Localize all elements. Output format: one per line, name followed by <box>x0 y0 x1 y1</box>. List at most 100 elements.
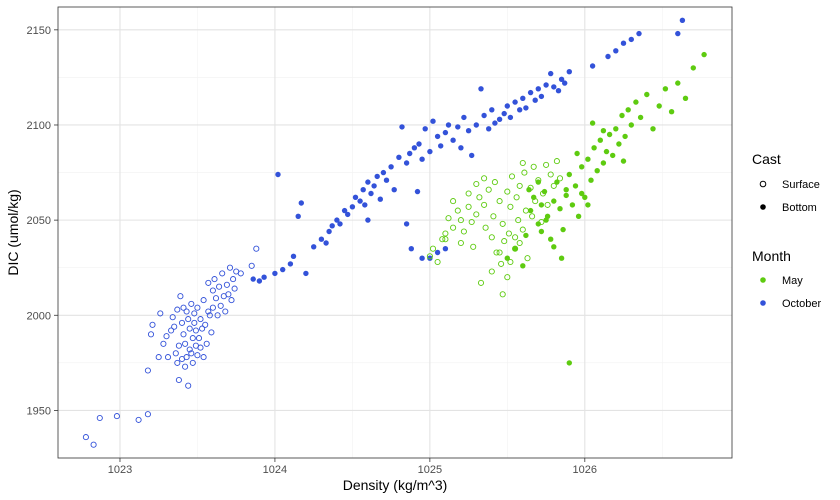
legend-key <box>759 180 767 188</box>
data-point-may-bottom <box>526 187 532 193</box>
data-point-october-surface <box>149 321 156 328</box>
data-point-october-bottom <box>329 223 335 229</box>
data-point-may-surface <box>496 249 503 256</box>
data-point-october-surface <box>180 331 187 338</box>
data-point-october-surface <box>157 310 164 317</box>
data-point-october-surface <box>177 293 184 300</box>
x-tick-label: 1025 <box>418 464 442 476</box>
legend-key <box>760 204 766 210</box>
data-point-october-bottom <box>298 200 304 206</box>
data-point-october-surface <box>175 342 182 349</box>
data-point-october-bottom <box>492 120 498 126</box>
data-point-may-surface <box>504 274 511 281</box>
data-point-may-bottom <box>682 95 689 102</box>
data-point-october-bottom <box>419 255 425 261</box>
data-point-october-surface <box>175 376 182 384</box>
data-point-october-bottom <box>558 76 565 83</box>
data-point-october-surface <box>199 325 206 332</box>
data-point-october-surface <box>180 304 187 311</box>
data-point-october-surface <box>188 300 195 307</box>
data-points <box>82 17 707 448</box>
data-point-october-bottom <box>374 173 380 180</box>
data-point-may-surface <box>426 253 433 260</box>
data-point-october-bottom <box>496 116 503 123</box>
data-point-october-bottom <box>391 187 397 193</box>
data-point-may-bottom <box>582 194 588 200</box>
data-point-may-surface <box>485 186 492 193</box>
data-point-october-surface <box>163 333 170 340</box>
y-tick-label: 1950 <box>27 405 51 417</box>
data-point-october-surface <box>185 382 192 389</box>
legend-label: Surface <box>782 179 820 191</box>
data-point-october-bottom <box>566 69 572 75</box>
data-point-may-surface <box>516 182 523 189</box>
data-point-may-bottom <box>558 255 565 261</box>
data-point-may-bottom <box>610 152 616 159</box>
data-point-october-bottom <box>434 133 441 140</box>
data-point-may-surface <box>465 190 472 197</box>
data-point-may-bottom <box>637 114 644 121</box>
data-point-october-surface <box>202 321 209 328</box>
data-point-october-bottom <box>473 122 479 128</box>
data-point-may-surface <box>445 215 452 222</box>
legend-title: Month <box>752 248 791 264</box>
data-point-october-bottom <box>507 114 514 121</box>
data-point-october-bottom <box>535 86 541 92</box>
data-point-october-surface <box>186 346 193 353</box>
legend-label: May <box>782 275 803 287</box>
data-point-may-surface <box>450 198 457 205</box>
data-point-may-surface <box>553 158 560 165</box>
data-point-october-bottom <box>458 145 464 151</box>
data-point-may-bottom <box>541 188 548 195</box>
data-point-may-bottom <box>668 109 675 115</box>
data-point-october-bottom <box>504 103 510 109</box>
data-point-october-surface <box>178 319 186 326</box>
data-point-may-bottom <box>523 232 529 239</box>
data-point-may-bottom <box>579 190 585 197</box>
data-point-october-surface <box>168 327 175 334</box>
data-point-october-surface <box>182 363 189 370</box>
data-point-october-surface <box>172 350 179 357</box>
data-point-may-surface <box>473 211 480 218</box>
data-point-may-bottom <box>566 360 572 366</box>
x-axis-title: Density (kg/m^3) <box>343 477 448 493</box>
data-point-october-bottom <box>295 213 301 219</box>
data-point-october-surface <box>182 340 189 347</box>
data-point-may-bottom <box>531 194 537 200</box>
data-point-may-bottom <box>622 133 628 140</box>
data-point-may-surface <box>519 159 526 167</box>
data-point-october-surface <box>194 304 201 311</box>
data-point-october-bottom <box>551 84 557 90</box>
data-point-may-bottom <box>563 187 569 193</box>
data-point-may-bottom <box>504 255 510 261</box>
data-point-may-bottom <box>650 126 656 132</box>
data-point-may-bottom <box>560 226 566 233</box>
data-point-may-surface <box>529 213 536 220</box>
data-point-may-surface <box>524 255 531 262</box>
data-point-may-surface <box>550 182 557 189</box>
data-point-may-bottom <box>569 202 576 208</box>
data-point-october-surface <box>219 270 226 277</box>
data-point-october-surface <box>216 283 223 290</box>
data-point-october-bottom <box>422 126 428 132</box>
data-point-october-surface <box>228 297 235 304</box>
data-point-may-surface <box>508 173 516 180</box>
data-point-may-bottom <box>543 217 549 223</box>
data-point-may-surface <box>504 188 511 195</box>
legend-title: Cast <box>752 151 781 167</box>
data-point-may-bottom <box>619 112 625 119</box>
data-point-may-bottom <box>589 120 596 126</box>
data-point-may-bottom <box>585 156 591 162</box>
data-point-may-surface <box>491 179 498 186</box>
data-point-may-bottom <box>520 263 526 269</box>
data-point-may-surface <box>501 238 508 245</box>
data-point-may-bottom <box>616 141 622 147</box>
data-point-october-surface <box>191 310 198 317</box>
y-axis-ticks: 1950 2000 2050 2100 2150 <box>27 25 58 417</box>
data-point-october-surface <box>237 270 244 277</box>
data-point-october-bottom <box>349 204 356 210</box>
data-point-may-bottom <box>600 160 607 166</box>
data-point-october-bottom <box>520 95 526 102</box>
